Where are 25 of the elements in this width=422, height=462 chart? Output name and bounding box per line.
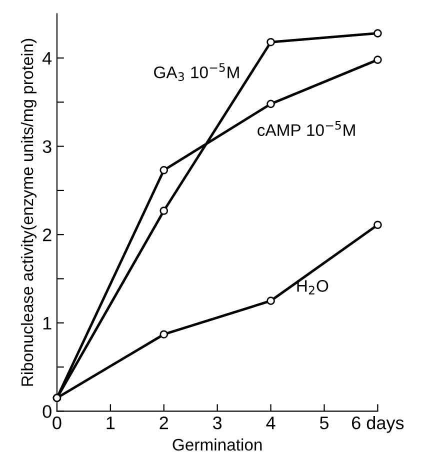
y-tick-label: 3 xyxy=(42,140,52,154)
x-tick-label: 1 xyxy=(106,416,115,430)
point xyxy=(160,166,168,174)
point xyxy=(160,330,168,339)
y-tick-label: 2 xyxy=(42,228,52,242)
x-tick-label: 6 days xyxy=(352,416,404,433)
y-tick-label: 1 xyxy=(43,317,52,330)
point xyxy=(266,296,275,305)
point xyxy=(266,38,275,46)
point xyxy=(374,29,382,38)
point xyxy=(374,56,382,64)
series-label: cAMP 10$^{−5}$M xyxy=(258,121,355,136)
x-tick-label: 5 xyxy=(320,416,328,430)
point xyxy=(374,220,382,230)
x-tick-label: 2 xyxy=(160,416,168,430)
y-tick-label: 4 xyxy=(42,52,52,65)
y-axis-title: Ribonuclease activity(enzyme units/mg protein) xyxy=(20,38,37,386)
x-tick-label: 3 xyxy=(213,416,222,430)
point xyxy=(160,206,168,215)
x-axis-title: Germination xyxy=(172,438,262,451)
y-tick-label: 0 xyxy=(42,405,52,418)
point xyxy=(266,100,275,108)
series-label: GA$_{3}$ 10$^{−5}$M xyxy=(154,63,239,81)
x-tick-label: 4 xyxy=(266,416,276,430)
x-tick-label: 0 xyxy=(52,416,62,430)
